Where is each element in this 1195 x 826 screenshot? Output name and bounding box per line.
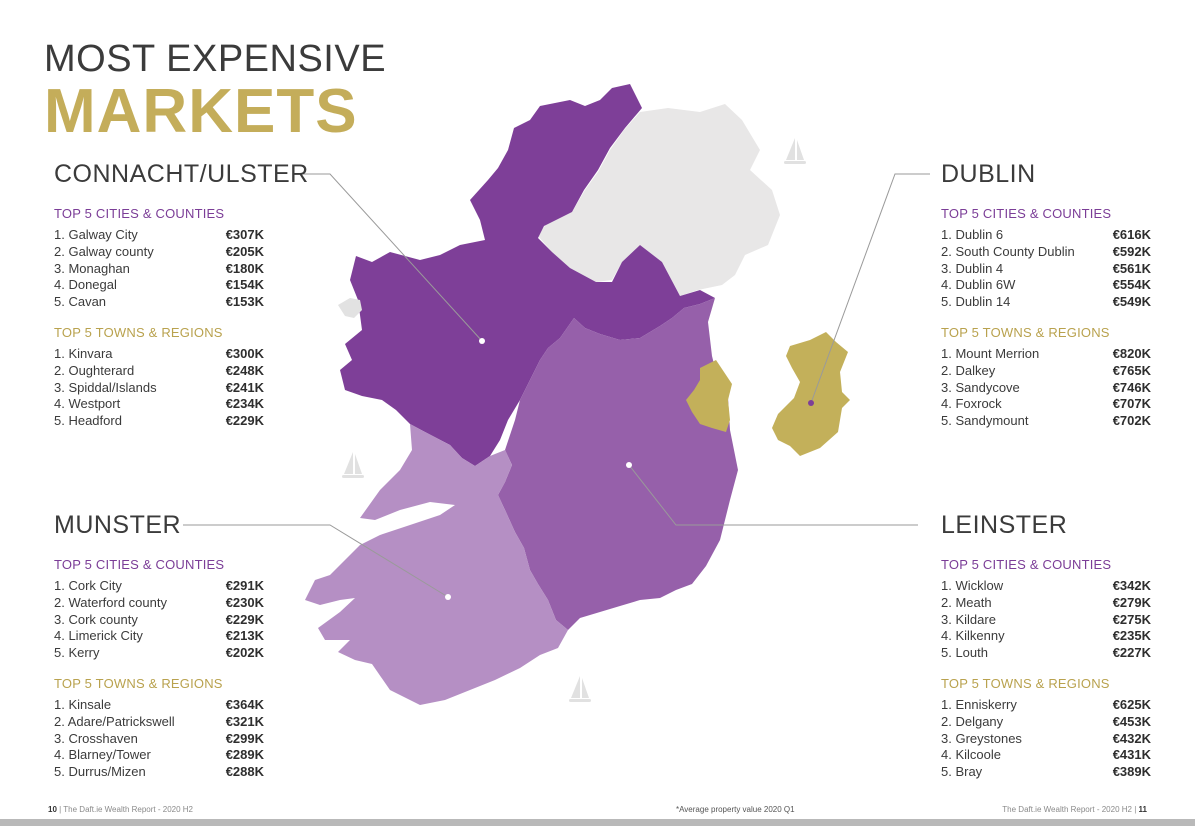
list-item: 4. Westport €234K	[54, 396, 264, 412]
list-item: 3. Cork county €229K	[54, 611, 264, 627]
region-title: LEINSTER	[941, 511, 1068, 539]
map-connacht-ulster	[340, 84, 715, 466]
leader-connacht-ulster	[300, 173, 483, 342]
cities-heading: TOP 5 CITIES & COUNTIES	[941, 557, 1112, 572]
cities-list: 1. Galway City €307K 2. Galway county €205…	[54, 227, 264, 311]
list-item: 2. Meath €279K	[941, 594, 1151, 610]
towns-heading: TOP 5 TOWNS & REGIONS	[54, 324, 223, 340]
region-title: CONNACHT/ULSTER	[54, 160, 309, 188]
map-island-achill	[338, 298, 362, 318]
list-item: 5. Cavan €153K	[54, 294, 264, 310]
footer-separator: |	[59, 805, 64, 814]
region-connacht-ulster: CONNACHT/ULSTER TOP 5 CITIES & COUNTIES …	[54, 160, 309, 430]
list-item: 4. Limerick City €213K	[54, 628, 264, 644]
list-item: 4. Dublin 6W €554K	[941, 277, 1151, 293]
leader-munster	[183, 524, 449, 598]
list-item: 1. Cork City €291K	[54, 578, 264, 593]
sailboat-icon	[569, 676, 591, 702]
map-leinster	[498, 298, 738, 630]
page-number-right: 11	[1138, 805, 1147, 814]
list-item: 1. Enniskerry €625K	[941, 696, 1151, 712]
towns-list: 1. Mount Merrion €820K 2. Dalkey €765K 3. …	[941, 346, 1151, 430]
leader-lines	[183, 173, 930, 598]
list-item: 1. Wicklow €342K	[941, 578, 1151, 593]
footer-separator: |	[1134, 805, 1139, 814]
list-item: 4. Foxrock €707K	[941, 396, 1151, 412]
towns-list: 1. Kinvara €300K 2. Oughterard €248K 3. Sp…	[54, 346, 264, 430]
leader-leinster	[628, 464, 918, 526]
list-item: 3. Monaghan €180K	[54, 260, 264, 276]
towns-heading: TOP 5 TOWNS & REGIONS	[941, 324, 1110, 340]
list-item: 1. Dublin 6 €616K	[941, 227, 1151, 242]
list-item: 2. Dalkey €765K	[941, 362, 1151, 378]
towns-heading: TOP 5 TOWNS & REGIONS	[941, 675, 1110, 691]
footer-report-title-left: The Daft.ie Wealth Report - 2020 H2	[63, 805, 193, 814]
footer-note: *Average property value 2020 Q1	[676, 805, 795, 814]
region-title: DUBLIN	[941, 160, 1036, 188]
list-item: 5. Dublin 14 €549K	[941, 294, 1151, 310]
dublin-enlarged	[772, 332, 850, 456]
cities-list: 1. Cork City €291K 2. Waterford county €23…	[54, 578, 264, 662]
list-item: 3. Dublin 4 €561K	[941, 260, 1151, 276]
region-title: MUNSTER	[54, 511, 182, 539]
list-item: 5. Durrus/Mizen €288K	[54, 764, 264, 780]
list-item: 2. Waterford county €230K	[54, 594, 264, 610]
marker-leinster	[626, 462, 632, 468]
list-item: 3. Greystones €432K	[941, 730, 1151, 746]
bottom-band	[0, 819, 1195, 826]
marker-munster	[445, 594, 451, 600]
sailboat-icon	[784, 138, 806, 164]
list-item: 1. Kinvara €300K	[54, 345, 264, 361]
leader-dublin	[810, 173, 930, 404]
list-item: 2. Oughterard €248K	[54, 362, 264, 378]
cities-heading: TOP 5 CITIES & COUNTIES	[54, 206, 225, 221]
list-item: 5. Headford €229K	[54, 413, 264, 429]
list-item: 2. South County Dublin €592K	[941, 243, 1151, 259]
footer-left: 10 | The Daft.ie Wealth Report - 2020 H2	[48, 805, 193, 814]
list-item: 3. Spiddal/Islands €241K	[54, 379, 264, 395]
list-item: 4. Kilcoole €431K	[941, 747, 1151, 763]
page-title-line1: MOST EXPENSIVE	[44, 38, 387, 80]
cities-list: 1. Dublin 6 €616K 2. South County Dublin €…	[941, 227, 1151, 311]
towns-heading: TOP 5 TOWNS & REGIONS	[54, 675, 223, 691]
list-item: 4. Donegal €154K	[54, 277, 264, 293]
list-item: 5. Sandymount €702K	[941, 413, 1151, 429]
marker-dublin	[808, 400, 814, 406]
marker-connacht-ulster	[479, 338, 485, 344]
list-item: 5. Bray €389K	[941, 764, 1151, 780]
list-item: 4. Kilkenny €235K	[941, 628, 1151, 644]
region-leinster: LEINSTER TOP 5 CITIES & COUNTIES 1. Wick…	[941, 511, 1151, 781]
cities-heading: TOP 5 CITIES & COUNTIES	[941, 206, 1112, 221]
list-item: 3. Sandycove €746K	[941, 379, 1151, 395]
footer-right: The Daft.ie Wealth Report - 2020 H2 | 11	[1002, 805, 1147, 814]
list-item: 3. Kildare €275K	[941, 611, 1151, 627]
list-item: 2. Adare/Patrickswell €321K	[54, 713, 264, 729]
list-item: 3. Crosshaven €299K	[54, 730, 264, 746]
cities-heading: TOP 5 CITIES & COUNTIES	[54, 557, 225, 572]
region-dublin: DUBLIN TOP 5 CITIES & COUNTIES 1. Dublin…	[941, 160, 1151, 430]
list-item: 5. Louth €227K	[941, 645, 1151, 661]
cities-list: 1. Wicklow €342K 2. Meath €279K 3. Kildare…	[941, 578, 1151, 662]
map-northern-ireland	[538, 104, 780, 296]
map-dublin	[686, 360, 732, 432]
list-item: 2. Galway county €205K	[54, 243, 264, 259]
towns-list: 1. Kinsale €364K 2. Adare/Patrickswell €32…	[54, 697, 264, 781]
list-item: 2. Delgany €453K	[941, 713, 1151, 729]
page-number-left: 10	[48, 805, 57, 814]
page-title-line2: MARKETS	[44, 77, 358, 146]
towns-list: 1. Enniskerry €625K 2. Delgany €453K 3. Gr…	[941, 697, 1151, 781]
region-munster: MUNSTER TOP 5 CITIES & COUNTIES 1. Cork …	[54, 511, 264, 781]
list-item: 5. Kerry €202K	[54, 645, 264, 661]
map-munster	[305, 424, 568, 705]
list-item: 1. Galway City €307K	[54, 227, 264, 242]
sailboat-icon	[342, 452, 364, 478]
footer-report-title-right: The Daft.ie Wealth Report - 2020 H2	[1002, 805, 1132, 814]
list-item: 1. Mount Merrion €820K	[941, 345, 1151, 361]
list-item: 4. Blarney/Tower €289K	[54, 747, 264, 763]
list-item: 1. Kinsale €364K	[54, 696, 264, 712]
